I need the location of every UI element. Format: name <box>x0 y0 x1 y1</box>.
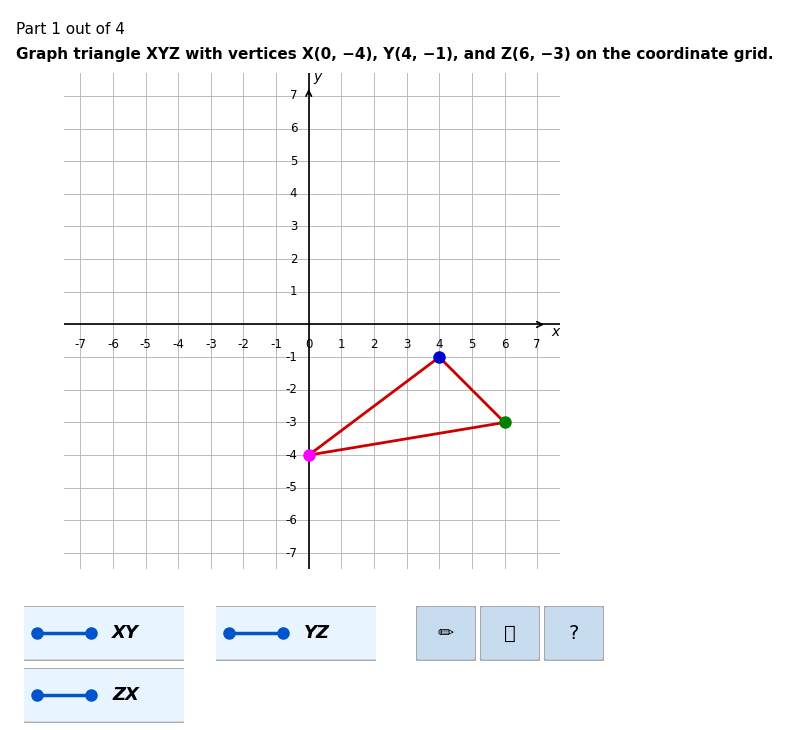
Text: -6: -6 <box>286 514 298 527</box>
Text: 0: 0 <box>305 337 313 350</box>
Text: 5: 5 <box>290 155 298 168</box>
Text: YZ: YZ <box>304 624 330 642</box>
FancyBboxPatch shape <box>416 606 476 661</box>
Text: -3: -3 <box>286 416 298 429</box>
Text: -6: -6 <box>107 337 119 350</box>
Text: ✏: ✏ <box>438 623 454 643</box>
FancyBboxPatch shape <box>544 606 604 661</box>
Text: ZX: ZX <box>112 686 139 704</box>
Text: -2: -2 <box>238 337 250 350</box>
Text: 5: 5 <box>468 337 475 350</box>
Text: 4: 4 <box>435 337 443 350</box>
Text: 6: 6 <box>290 122 298 135</box>
Text: -1: -1 <box>286 350 298 364</box>
Text: 3: 3 <box>403 337 410 350</box>
Text: -7: -7 <box>286 547 298 560</box>
Text: -4: -4 <box>286 449 298 461</box>
FancyBboxPatch shape <box>210 606 382 661</box>
Text: -7: -7 <box>74 337 86 350</box>
Text: Graph triangle XYZ with vertices X(0, −4), Y(4, −1), and Z(6, −3) on the coordin: Graph triangle XYZ with vertices X(0, −4… <box>16 47 774 63</box>
Text: 2: 2 <box>370 337 378 350</box>
Text: 4: 4 <box>290 188 298 200</box>
Text: y: y <box>314 70 322 84</box>
Text: -5: -5 <box>286 481 298 494</box>
Text: -2: -2 <box>286 383 298 396</box>
Text: 7: 7 <box>534 337 541 350</box>
Text: -4: -4 <box>172 337 184 350</box>
FancyBboxPatch shape <box>18 606 190 661</box>
Text: 1: 1 <box>338 337 345 350</box>
Text: x: x <box>552 325 560 339</box>
Text: 6: 6 <box>501 337 508 350</box>
Text: Part 1 out of 4: Part 1 out of 4 <box>16 22 125 37</box>
Text: -5: -5 <box>140 337 151 350</box>
Text: XY: XY <box>112 624 139 642</box>
Text: 3: 3 <box>290 220 298 233</box>
FancyBboxPatch shape <box>18 668 190 723</box>
Text: 7: 7 <box>290 89 298 102</box>
Text: 1: 1 <box>290 285 298 299</box>
Text: -3: -3 <box>205 337 217 350</box>
Text: 2: 2 <box>290 253 298 266</box>
Text: 🗑: 🗑 <box>504 623 516 643</box>
Text: ?: ? <box>569 623 579 643</box>
FancyBboxPatch shape <box>480 606 540 661</box>
Text: -1: -1 <box>270 337 282 350</box>
